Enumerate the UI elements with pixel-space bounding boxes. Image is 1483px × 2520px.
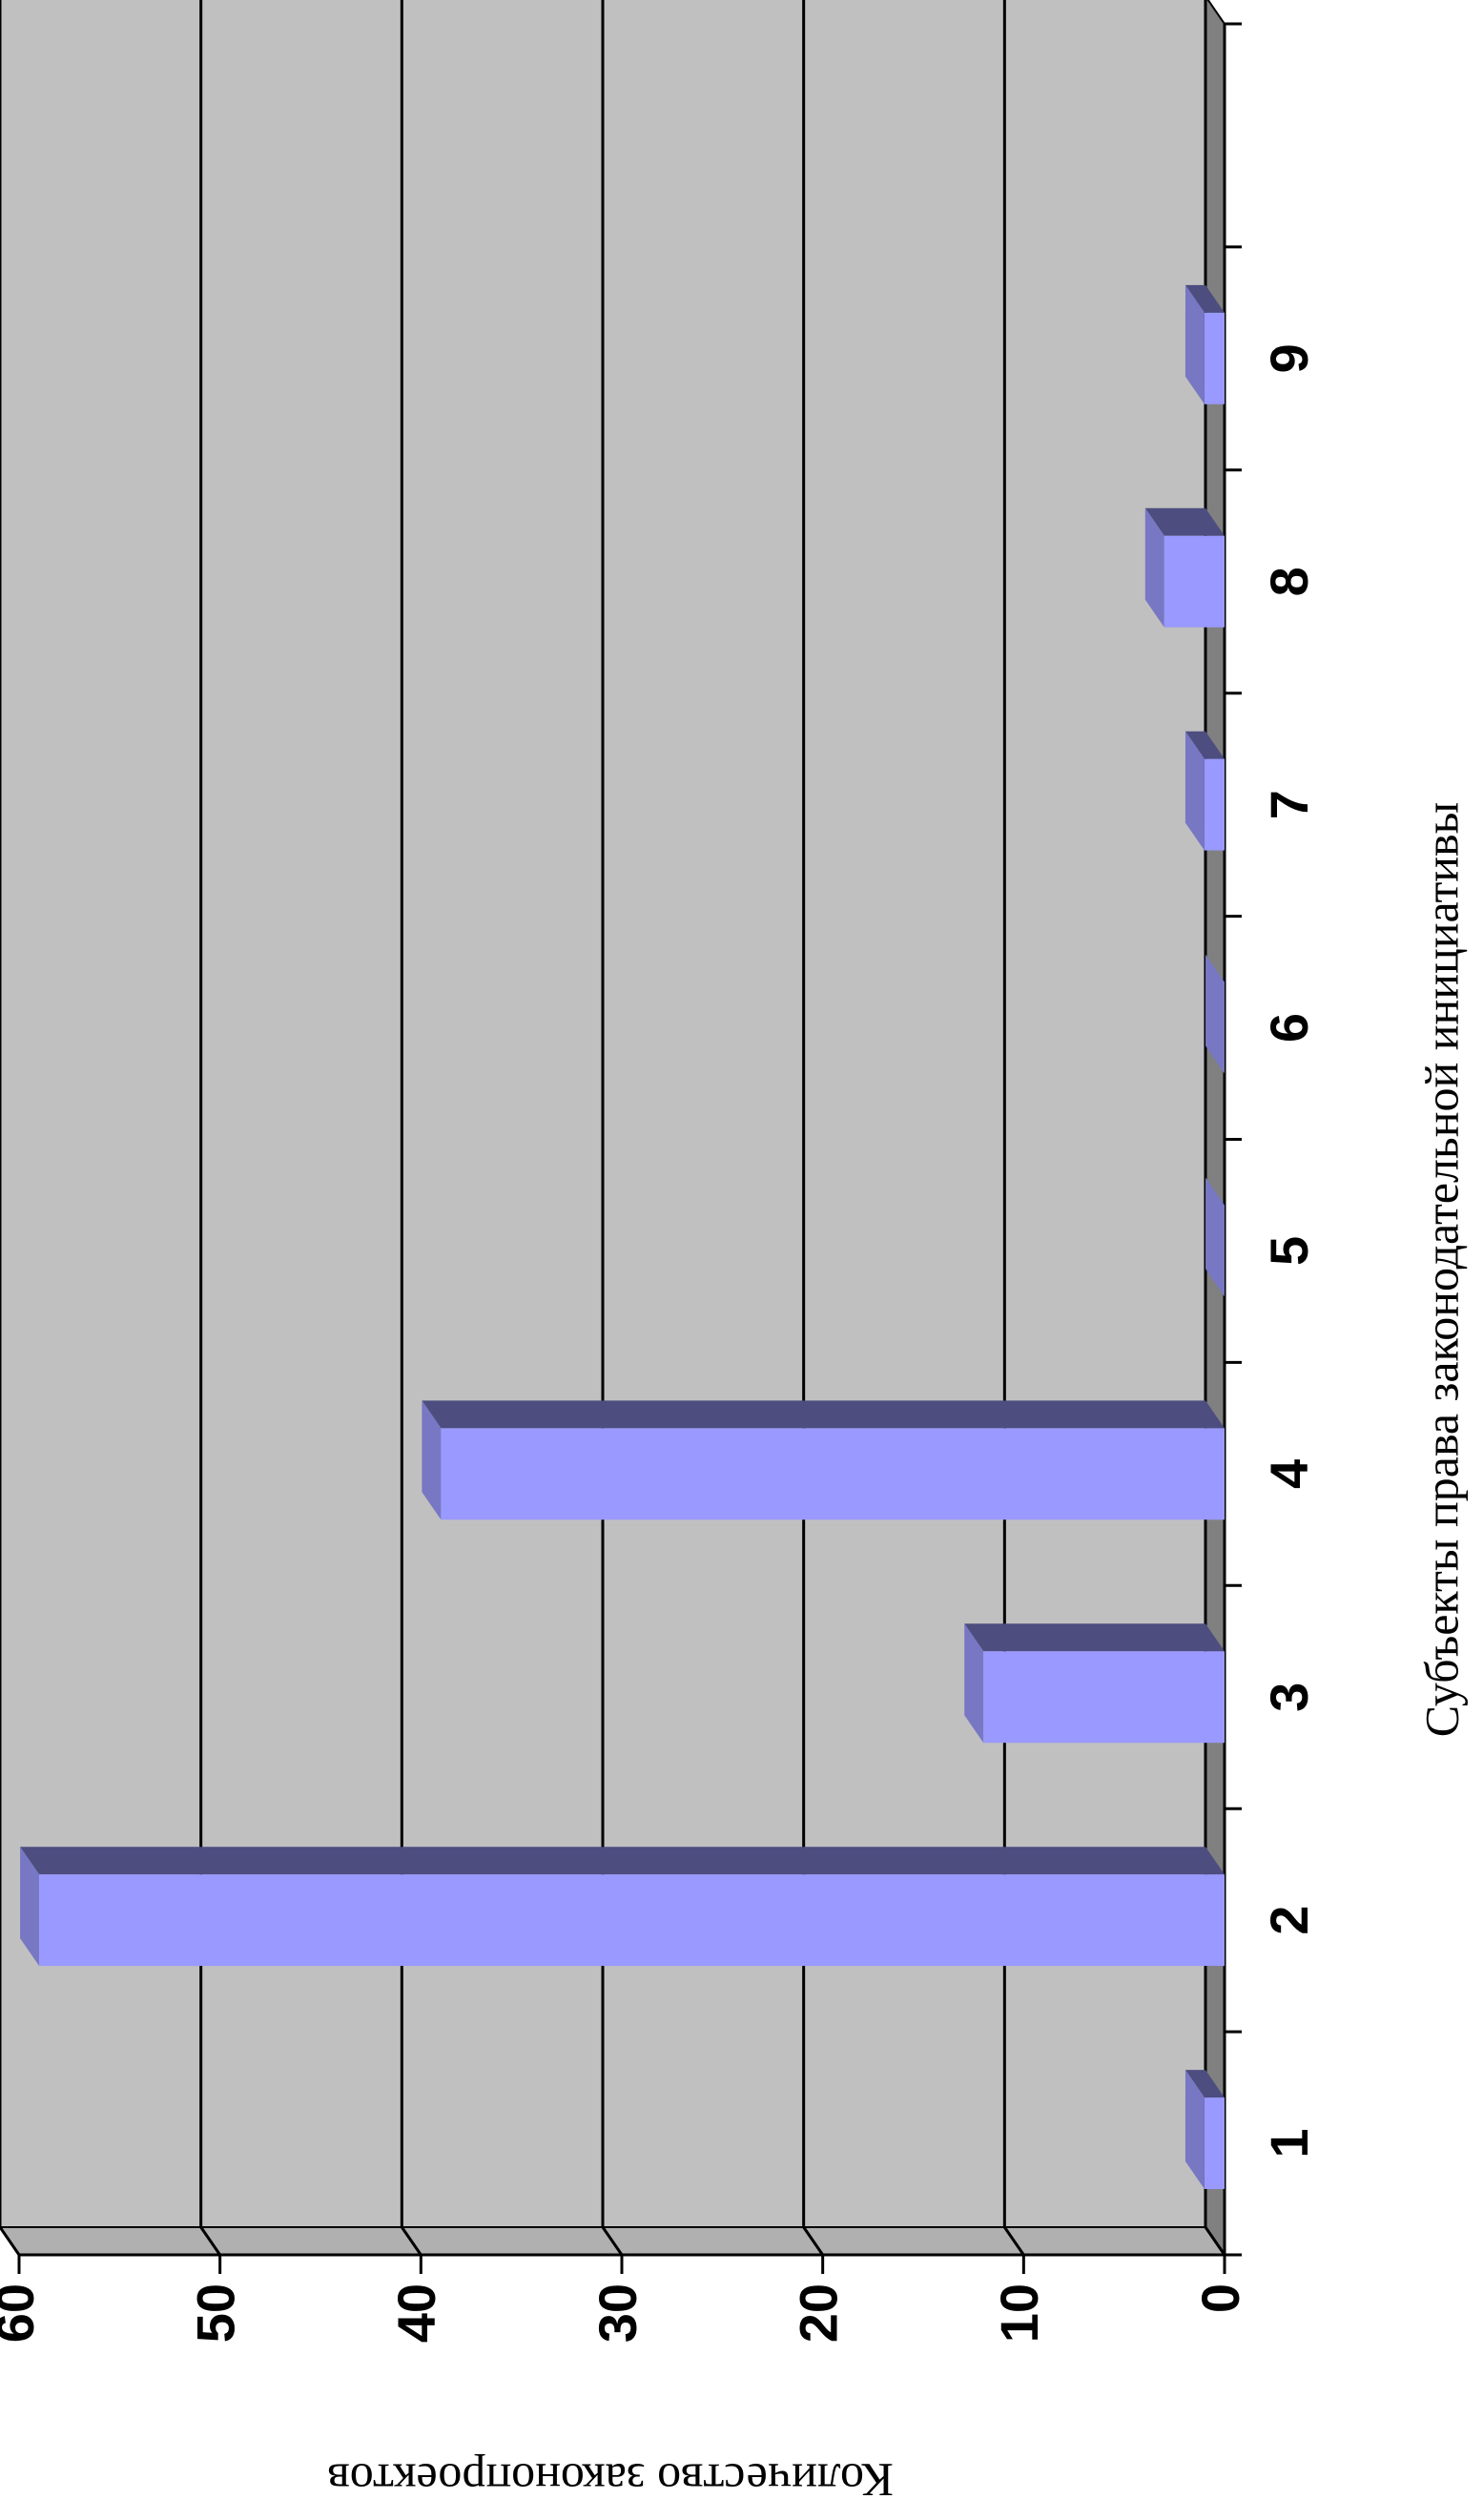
- grid-line: [601, 0, 624, 2256]
- bar-top: [422, 1400, 442, 1520]
- bar-top: [1205, 954, 1225, 1074]
- x-tick-label: 2: [1259, 1906, 1319, 1935]
- bar: [983, 1651, 1225, 1744]
- grid-line: [0, 0, 21, 2256]
- bar: [1164, 535, 1226, 628]
- bar-side: [20, 1847, 1225, 1875]
- bar: [1204, 2097, 1226, 2189]
- grid-line: [400, 0, 422, 2256]
- bar-side: [1184, 284, 1225, 313]
- bar-top: [1184, 2070, 1205, 2189]
- y-tick-label: 0: [1190, 2283, 1250, 2313]
- grid-line: [1002, 0, 1025, 2256]
- x-tick-label: 1: [1259, 2128, 1319, 2158]
- x-tick-label: 6: [1259, 1013, 1319, 1043]
- bar-side: [1184, 2070, 1225, 2098]
- bar-top: [1184, 731, 1205, 851]
- x-tick-label: 3: [1259, 1683, 1319, 1712]
- y-tick-label: 50: [185, 2283, 245, 2343]
- grid-line: [802, 0, 824, 2256]
- x-tick-label: 9: [1259, 343, 1319, 373]
- y-tick-label: 40: [386, 2283, 446, 2343]
- y-axis-title: Количество законопроектов: [327, 2454, 894, 2508]
- x-tick-label: 7: [1259, 790, 1319, 819]
- bar-top: [1144, 507, 1164, 628]
- bar: [1204, 312, 1226, 404]
- bar: [441, 1428, 1225, 1520]
- x-tick-label: 5: [1259, 1236, 1319, 1266]
- x-axis-title: Субъекты права законодательной инициатив…: [1414, 802, 1468, 1738]
- bar-top: [1184, 284, 1205, 404]
- x-tick-label: 8: [1259, 567, 1319, 596]
- bar-side: [964, 1623, 1225, 1652]
- bar-side: [1184, 731, 1225, 759]
- bar-top: [1205, 1177, 1225, 1297]
- bar-side: [422, 1400, 1225, 1429]
- bar: [1204, 758, 1226, 851]
- bar: [39, 1874, 1226, 1967]
- bar-side: [1144, 507, 1225, 536]
- y-tick-label: 20: [788, 2283, 848, 2343]
- bar-top: [964, 1623, 984, 1744]
- y-tick-label: 30: [587, 2283, 648, 2343]
- x-tick-label: 4: [1259, 1459, 1319, 1489]
- y-tick-label: 60: [0, 2283, 45, 2343]
- y-tick-label: 10: [989, 2283, 1049, 2343]
- bar-top: [20, 1847, 40, 1967]
- grid-line: [199, 0, 221, 2256]
